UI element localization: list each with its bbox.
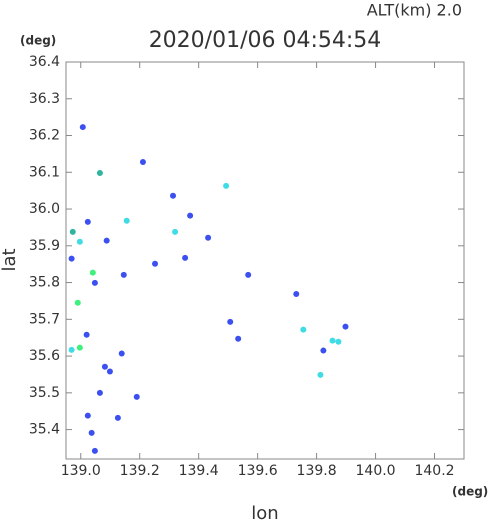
echo-point (170, 192, 177, 199)
echo-point (96, 170, 103, 177)
x-axis-label: lon (251, 503, 278, 521)
echo-point (342, 323, 349, 330)
echo-point (68, 255, 75, 262)
echo-point (172, 228, 179, 235)
echo-point (106, 368, 113, 375)
echo-point (69, 228, 76, 235)
echo-point (182, 254, 189, 261)
echo-point (91, 279, 98, 286)
echo-point (205, 234, 212, 241)
echo-point (83, 331, 90, 338)
altitude-label: ALT(km) 2.0 (367, 1, 462, 20)
echo-point (96, 389, 103, 396)
echo-point (227, 318, 234, 325)
y-tick-label: 36.1 (29, 164, 60, 180)
y-axis-label: lat (0, 248, 20, 271)
y-unit: (deg) (20, 34, 56, 48)
y-tick-label: 35.8 (29, 275, 60, 291)
echo-point (300, 326, 307, 333)
echo-point (101, 363, 108, 370)
chart-title: 2020/01/06 04:54:54 (149, 28, 382, 53)
echo-point (329, 337, 336, 344)
y-tick-label: 36.3 (29, 91, 60, 107)
echo-point (152, 260, 159, 267)
echo-point (235, 335, 242, 342)
echo-point (223, 182, 230, 189)
x-tick-label: 139.4 (179, 463, 219, 479)
echo-point (84, 412, 91, 419)
x-tick-label: 139.6 (238, 463, 278, 479)
x-unit: (deg) (452, 485, 488, 499)
y-tick-label: 36.2 (29, 128, 60, 144)
echo-point (91, 447, 98, 454)
echo-point (76, 238, 83, 245)
echo-point (84, 218, 91, 225)
y-tick-label: 35.6 (29, 348, 60, 364)
echo-point (74, 299, 81, 306)
echo-point (103, 237, 110, 244)
echo-point (187, 212, 194, 219)
echo-point (335, 338, 342, 345)
echo-point (293, 290, 300, 297)
x-tick-label: 140.2 (414, 463, 454, 479)
plot-frame (65, 61, 465, 460)
echo-point (76, 344, 83, 351)
y-tick-label: 35.9 (29, 238, 60, 254)
echo-point (320, 347, 327, 354)
echo-point (120, 271, 127, 278)
echo-point (68, 346, 75, 353)
y-tick-label: 35.4 (29, 422, 60, 438)
y-tick-label: 36.4 (29, 54, 60, 70)
echo-point (123, 217, 130, 224)
x-tick-label: 139.2 (120, 463, 160, 479)
echo-point (139, 158, 146, 165)
echo-point (133, 393, 140, 400)
echo-point (114, 414, 121, 421)
echo-point (89, 269, 96, 276)
x-tick-label: 139.0 (61, 463, 101, 479)
y-tick-label: 35.5 (29, 385, 60, 401)
echo-point (317, 371, 324, 378)
echo-point (245, 271, 252, 278)
echo-point (118, 350, 125, 357)
y-tick-label: 35.7 (29, 311, 60, 327)
x-tick-label: 139.8 (297, 463, 337, 479)
echo-point (88, 429, 95, 436)
y-tick-label: 36.0 (29, 201, 60, 217)
echo-point (79, 124, 86, 131)
x-tick-label: 140.0 (356, 463, 396, 479)
